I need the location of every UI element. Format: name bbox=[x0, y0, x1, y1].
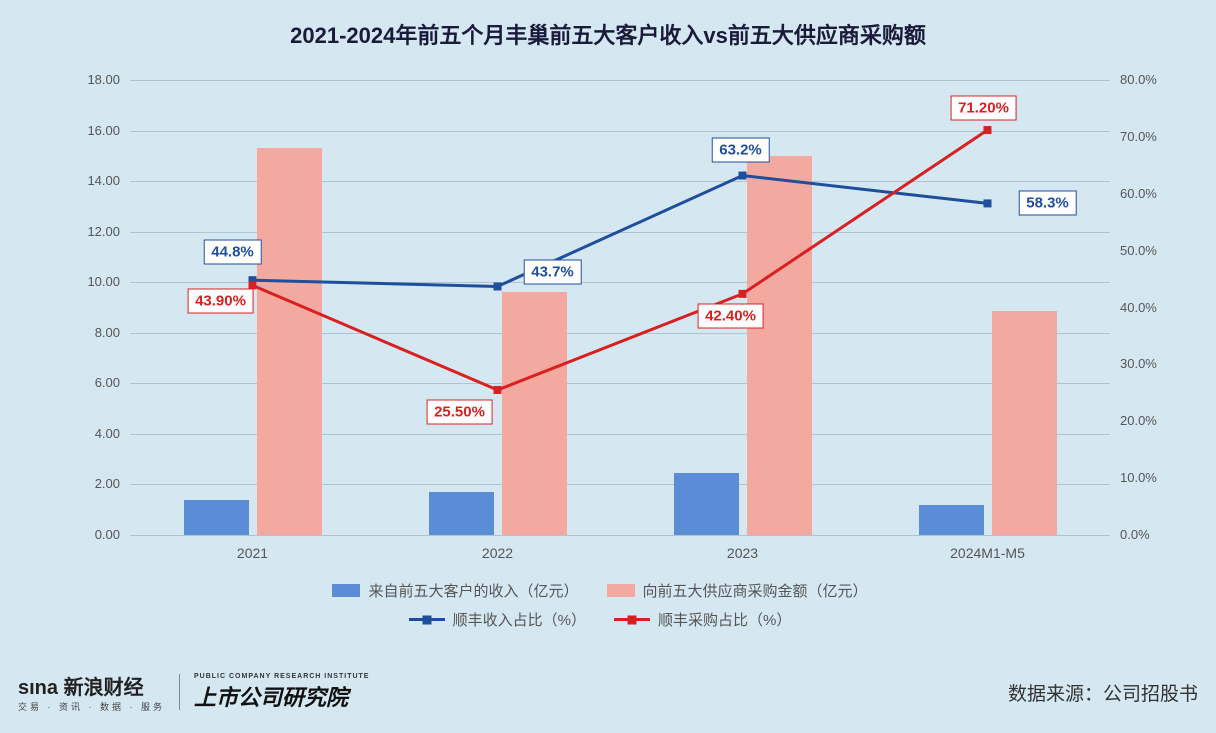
y-right-tick: 50.0% bbox=[1120, 243, 1157, 258]
y-left-tick: 6.00 bbox=[95, 375, 120, 390]
y-right-tick: 40.0% bbox=[1120, 300, 1157, 315]
footer: sına 新浪财经 交易 · 资讯 · 数据 · 服务 PUBLIC COMPA… bbox=[18, 671, 1198, 713]
legend: 来自前五大客户的收入（亿元） 向前五大供应商采购金额（亿元） 顺丰收入占比（%） 顺丰… bbox=[240, 580, 960, 630]
y-right-tick: 60.0% bbox=[1120, 186, 1157, 201]
y-left-tick: 16.00 bbox=[87, 123, 120, 138]
x-tick: 2022 bbox=[482, 545, 513, 561]
sina-logo: sına 新浪财经 交易 · 资讯 · 数据 · 服务 bbox=[18, 671, 165, 713]
y-left-tick: 8.00 bbox=[95, 325, 120, 340]
chart-plot-area: 0.002.004.006.008.0010.0012.0014.0016.00… bbox=[130, 80, 1110, 535]
y-left-tick: 2.00 bbox=[95, 476, 120, 491]
y-left-tick: 0.00 bbox=[95, 527, 120, 542]
chart-title: 2021-2024年前五个月丰巢前五大客户收入vs前五大供应商采购额 bbox=[0, 0, 1216, 50]
y-left-tick: 14.00 bbox=[87, 173, 120, 188]
sina-logo-text: sına 新浪财经 bbox=[18, 677, 144, 699]
y-left-tick: 4.00 bbox=[95, 426, 120, 441]
footer-logos: sına 新浪财经 交易 · 资讯 · 数据 · 服务 PUBLIC COMPA… bbox=[18, 671, 369, 713]
y-right-tick: 20.0% bbox=[1120, 413, 1157, 428]
legend-item: 顺丰收入占比（%） bbox=[409, 609, 586, 630]
logo-divider bbox=[179, 674, 180, 710]
y-right-tick: 80.0% bbox=[1120, 72, 1157, 87]
data-source: 数据来源：公司招股书 bbox=[1008, 679, 1198, 706]
line-label-sf_revenue_pct: 63.2% bbox=[711, 137, 770, 162]
institute-logo-en: PUBLIC COMPANY RESEARCH INSTITUTE bbox=[194, 673, 369, 680]
legend-label: 顺丰采购占比（%） bbox=[658, 609, 791, 630]
legend-label: 顺丰收入占比（%） bbox=[453, 609, 586, 630]
legend-item: 顺丰采购占比（%） bbox=[614, 609, 791, 630]
legend-item: 向前五大供应商采购金额（亿元） bbox=[607, 580, 868, 601]
x-tick: 2024M1-M5 bbox=[950, 545, 1025, 561]
y-right-tick: 30.0% bbox=[1120, 356, 1157, 371]
line-label-sf_purchase_pct: 71.20% bbox=[950, 96, 1017, 121]
sina-logo-sub: 交易 · 资讯 · 数据 · 服务 bbox=[18, 700, 165, 713]
y-right-tick: 70.0% bbox=[1120, 129, 1157, 144]
legend-label: 来自前五大客户的收入（亿元） bbox=[368, 580, 578, 601]
line-label-sf_purchase_pct: 43.90% bbox=[187, 289, 254, 314]
line-label-sf_revenue_pct: 58.3% bbox=[1018, 191, 1077, 216]
line-label-sf_purchase_pct: 25.50% bbox=[426, 399, 493, 424]
y-right-tick: 10.0% bbox=[1120, 470, 1157, 485]
line-label-sf_purchase_pct: 42.40% bbox=[697, 303, 764, 328]
line-label-sf_revenue_pct: 44.8% bbox=[203, 240, 262, 265]
line-label-sf_revenue_pct: 43.7% bbox=[523, 260, 582, 285]
legend-label: 向前五大供应商采购金额（亿元） bbox=[643, 580, 868, 601]
y-left-tick: 12.00 bbox=[87, 224, 120, 239]
institute-logo: PUBLIC COMPANY RESEARCH INSTITUTE 上市公司研究… bbox=[194, 673, 369, 712]
legend-item: 来自前五大客户的收入（亿元） bbox=[332, 580, 578, 601]
y-right-tick: 0.0% bbox=[1120, 527, 1150, 542]
institute-logo-cn: 上市公司研究院 bbox=[194, 685, 348, 710]
y-left-tick: 10.00 bbox=[87, 274, 120, 289]
y-left-tick: 18.00 bbox=[87, 72, 120, 87]
x-tick: 2023 bbox=[727, 545, 758, 561]
x-tick: 2021 bbox=[237, 545, 268, 561]
